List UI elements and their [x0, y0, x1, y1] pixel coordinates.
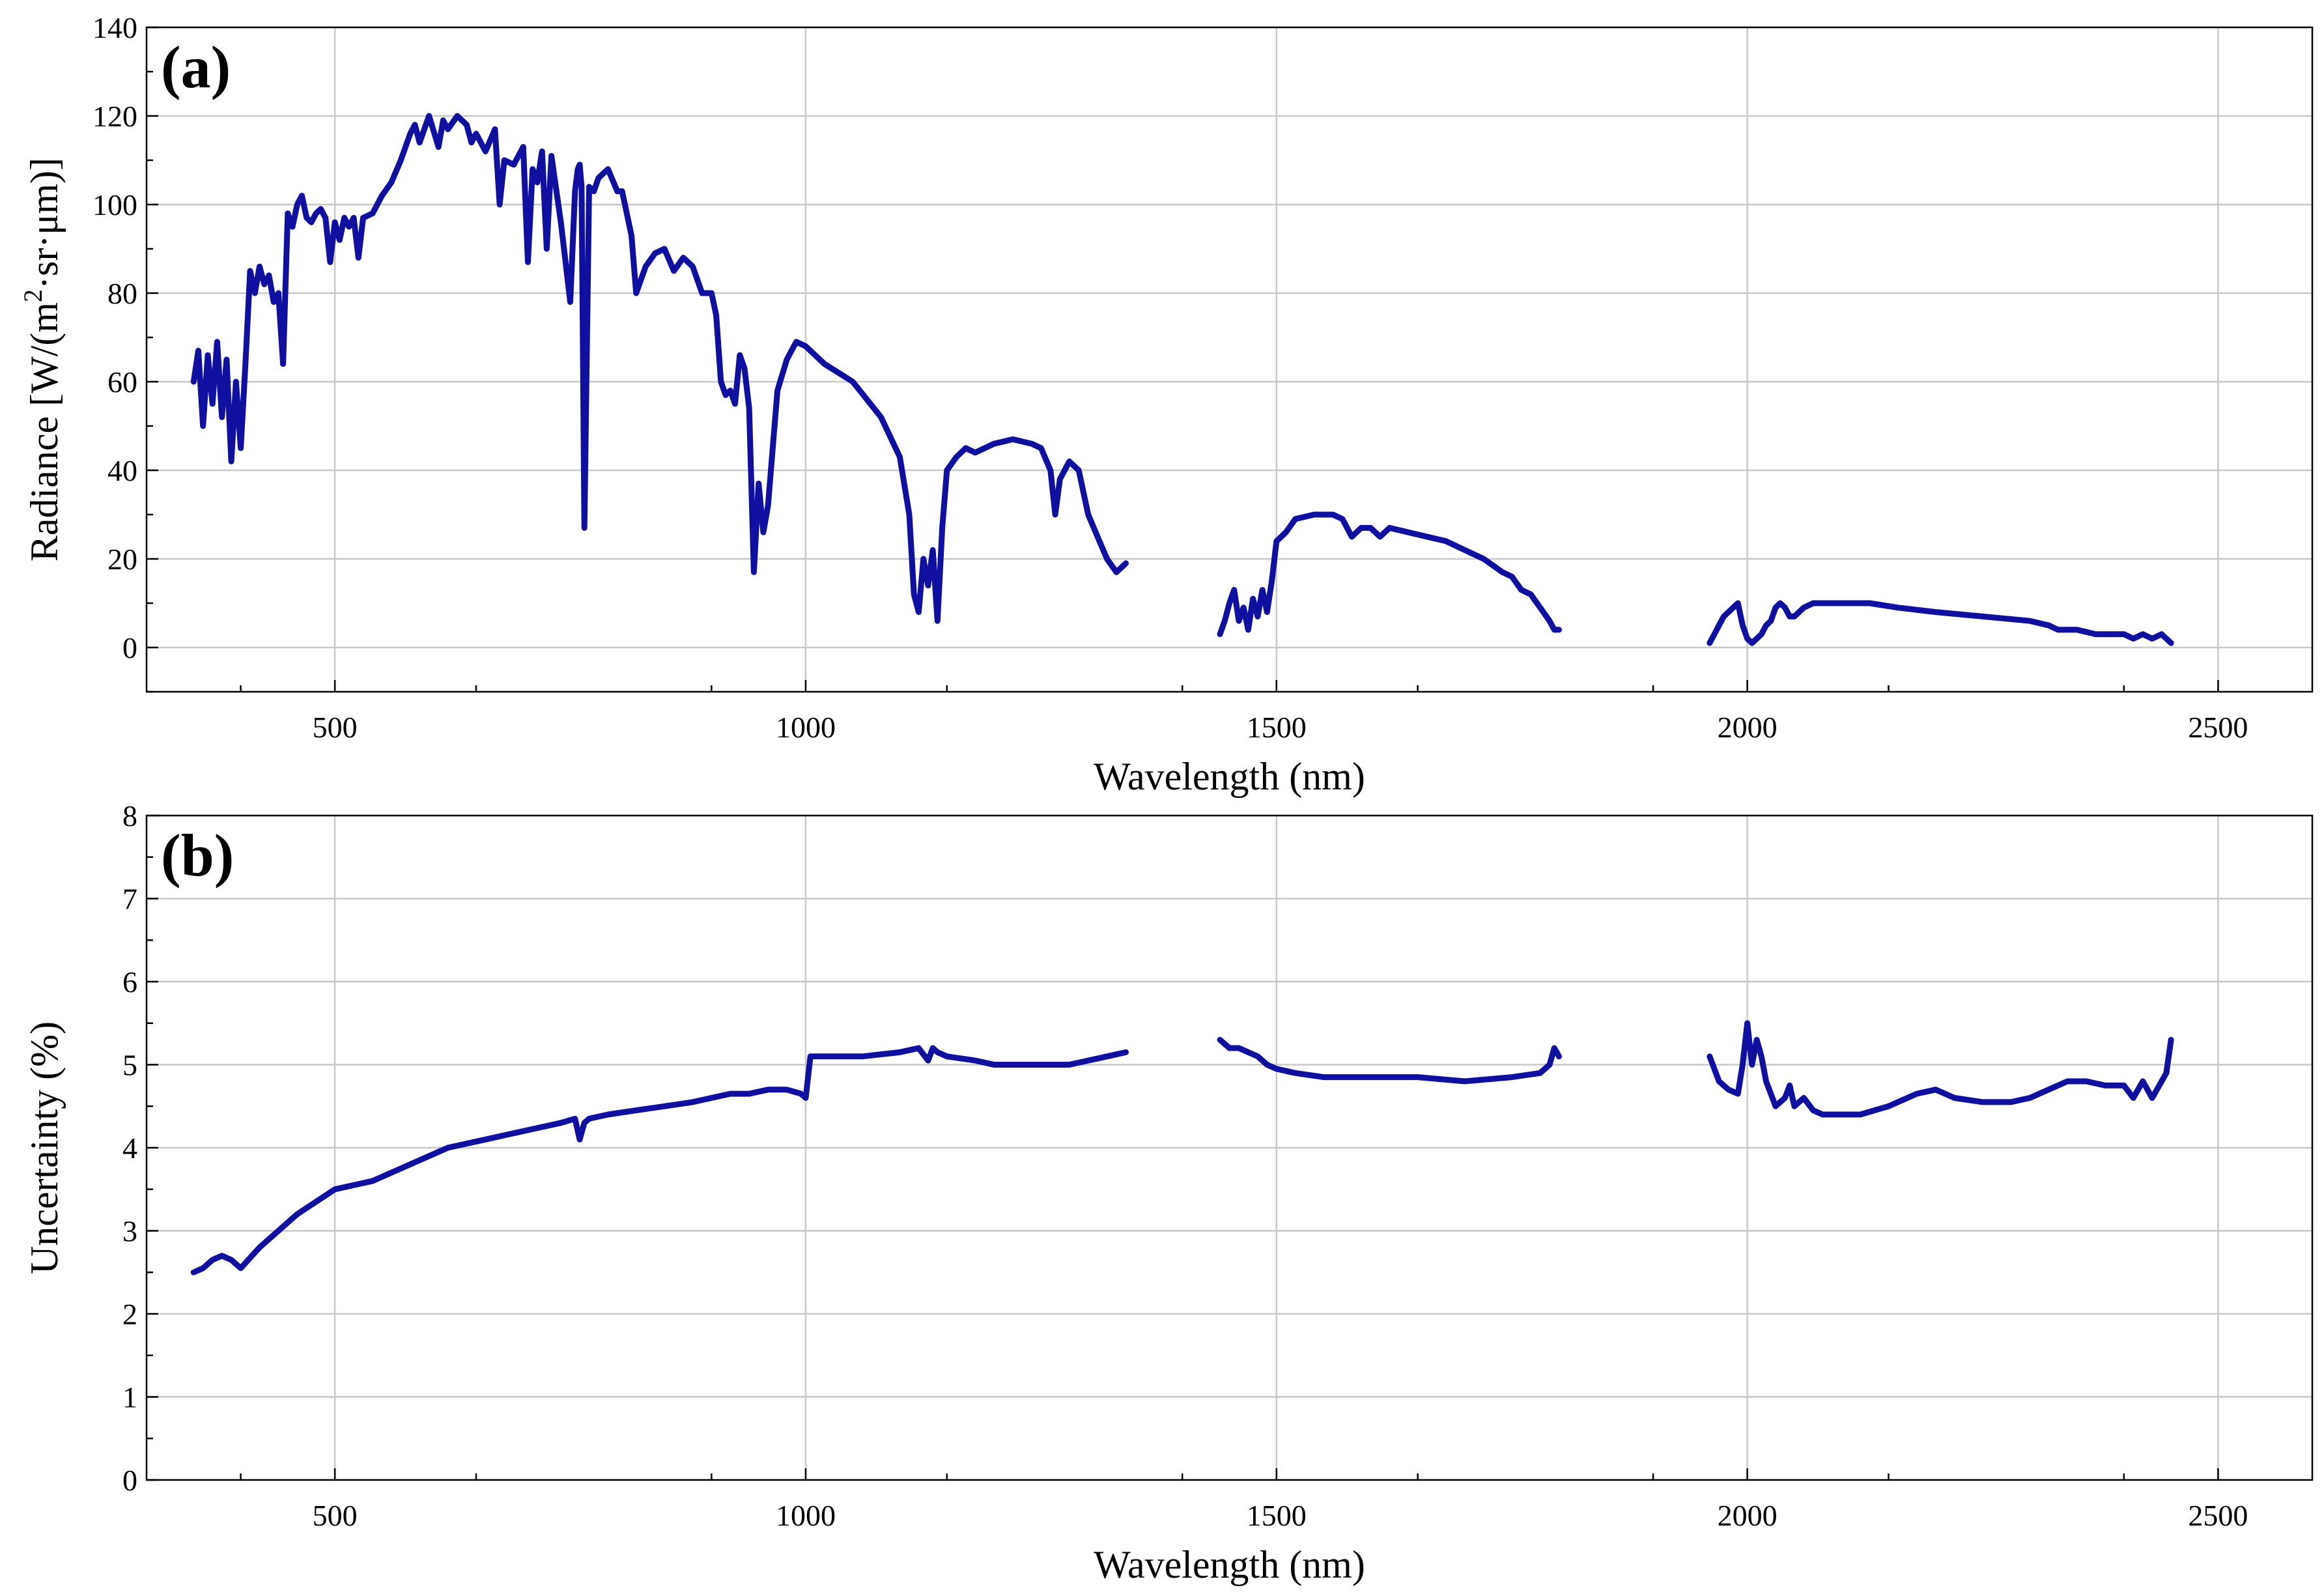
y-axis-title-text: Radiance [W/(m — [23, 302, 66, 561]
y-tick-label: 20 — [107, 543, 137, 576]
y-tick-label: 2 — [122, 1298, 137, 1331]
x-tick-label: 500 — [313, 711, 358, 744]
x-tick-label: 2000 — [1718, 1499, 1778, 1532]
x-tick-label: 500 — [313, 1499, 358, 1532]
y-tick-label: 5 — [122, 1049, 137, 1082]
y-tick-label: 0 — [122, 631, 137, 664]
x-tick-label: 1000 — [776, 1499, 836, 1532]
series-line-segment-0 — [190, 113, 1129, 624]
y-axis-title-text: Uncertainty (%) — [23, 1021, 66, 1274]
y-axis-title: Uncertainty (%) — [23, 1021, 66, 1274]
chart-uncertainty: 500 1000 1500 2000 2500 0 1 2 3 4 5 6 7 8 (b) Wavelengt… — [23, 799, 2314, 1586]
y-axis-title-superscript: 2 — [18, 289, 48, 302]
y-axis-title-rest: ·sr·μm)] — [23, 158, 66, 289]
y-axis-title: Radiance [W/(m2·sr·μm)] — [18, 158, 66, 561]
y-tick-label: 100 — [92, 188, 137, 221]
chart-radiance: 500 1000 1500 2000 2500 0 20 40 60 80 100 120 140 (a)… — [18, 11, 2314, 798]
x-axis-title: Wavelength (nm) — [1094, 1543, 1365, 1586]
x-axis-title: Wavelength (nm) — [1094, 755, 1365, 798]
x-tick-label: 1000 — [776, 711, 836, 744]
y-tick-label: 6 — [122, 965, 137, 999]
panel-label: (a) — [161, 34, 231, 100]
series-line-segment-0 — [190, 1045, 1129, 1275]
panel-label: (b) — [161, 822, 234, 888]
y-tick-label: 7 — [122, 883, 137, 916]
y-tick-label: 8 — [122, 799, 137, 832]
x-tick-label: 1500 — [1247, 1499, 1307, 1532]
series-line-segment-1 — [1217, 1036, 1562, 1085]
y-tick-label: 120 — [92, 100, 137, 133]
y-tick-label: 0 — [122, 1464, 137, 1497]
y-tick-label: 4 — [122, 1131, 137, 1165]
series-line-segment-1 — [1217, 511, 1562, 638]
plot-frame — [145, 26, 2314, 693]
y-tick-label: 140 — [92, 11, 137, 44]
series-line-segment-2 — [1707, 600, 2174, 646]
y-tick-label: 40 — [107, 454, 137, 487]
y-tick-label: 1 — [122, 1381, 137, 1414]
y-tick-label: 3 — [122, 1215, 137, 1248]
x-tick-label: 2500 — [2188, 711, 2248, 744]
y-tick-label: 80 — [107, 277, 137, 310]
x-tick-label: 2500 — [2188, 1499, 2248, 1532]
y-tick-label: 60 — [107, 365, 137, 399]
x-tick-label: 1500 — [1247, 711, 1307, 744]
x-tick-label: 2000 — [1718, 711, 1778, 744]
series-line-segment-2 — [1707, 1020, 2174, 1118]
